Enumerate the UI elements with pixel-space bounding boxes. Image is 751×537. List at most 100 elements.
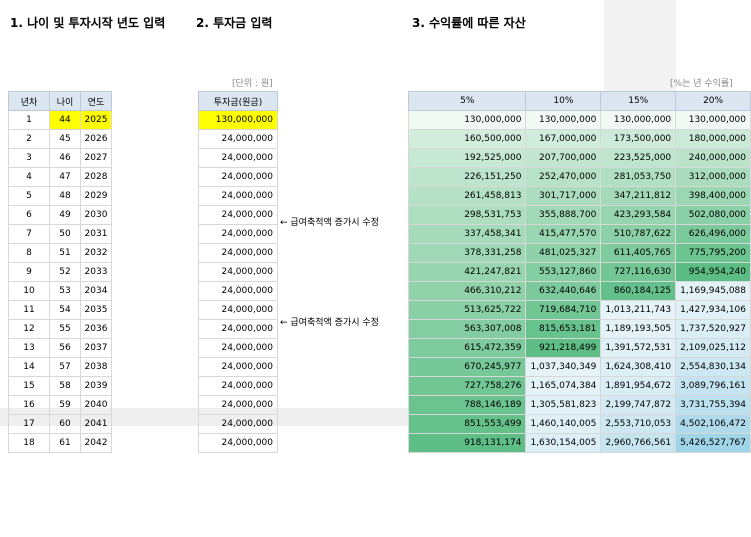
asset-value-cell[interactable]: 4,502,106,472 bbox=[675, 414, 751, 434]
year-cell[interactable]: 2032 bbox=[80, 243, 112, 263]
principal-cell[interactable]: 24,000,000 bbox=[198, 148, 278, 168]
asset-value-cell[interactable]: 240,000,000 bbox=[675, 148, 751, 168]
asset-value-cell[interactable]: 347,211,812 bbox=[600, 186, 677, 206]
asset-value-cell[interactable]: 2,199,747,872 bbox=[600, 395, 677, 415]
principal-cell[interactable]: 24,000,000 bbox=[198, 433, 278, 453]
year-cell[interactable]: 2039 bbox=[80, 376, 112, 396]
asset-value-cell[interactable]: 180,000,000 bbox=[675, 129, 751, 149]
year-cell[interactable]: 2033 bbox=[80, 262, 112, 282]
year-index-cell[interactable]: 16 bbox=[8, 395, 50, 415]
age-cell[interactable]: 45 bbox=[49, 129, 81, 149]
age-cell[interactable]: 55 bbox=[49, 319, 81, 339]
year-index-cell[interactable]: 9 bbox=[8, 262, 50, 282]
principal-cell[interactable]: 24,000,000 bbox=[198, 205, 278, 225]
year-index-cell[interactable]: 2 bbox=[8, 129, 50, 149]
asset-value-cell[interactable]: 815,653,181 bbox=[525, 319, 602, 339]
asset-value-cell[interactable]: 252,470,000 bbox=[525, 167, 602, 187]
age-cell[interactable]: 47 bbox=[49, 167, 81, 187]
year-index-cell[interactable]: 7 bbox=[8, 224, 50, 244]
asset-value-cell[interactable]: 5,426,527,767 bbox=[675, 433, 751, 453]
asset-value-cell[interactable]: 502,080,000 bbox=[675, 205, 751, 225]
year-cell[interactable]: 2034 bbox=[80, 281, 112, 301]
year-index-cell[interactable]: 18 bbox=[8, 433, 50, 453]
principal-cell[interactable]: 24,000,000 bbox=[198, 357, 278, 377]
age-cell[interactable]: 54 bbox=[49, 300, 81, 320]
asset-value-cell[interactable]: 130,000,000 bbox=[675, 110, 751, 130]
age-cell[interactable]: 51 bbox=[49, 243, 81, 263]
age-cell[interactable]: 48 bbox=[49, 186, 81, 206]
asset-value-cell[interactable]: 421,247,821 bbox=[407, 262, 527, 282]
age-cell[interactable]: 50 bbox=[49, 224, 81, 244]
asset-value-cell[interactable]: 130,000,000 bbox=[600, 110, 677, 130]
asset-value-cell[interactable]: 1,427,934,106 bbox=[675, 300, 751, 320]
year-cell[interactable]: 2025 bbox=[80, 110, 112, 130]
principal-cell[interactable]: 24,000,000 bbox=[198, 129, 278, 149]
age-cell[interactable]: 57 bbox=[49, 357, 81, 377]
asset-value-cell[interactable]: 626,496,000 bbox=[675, 224, 751, 244]
principal-cell[interactable]: 24,000,000 bbox=[198, 319, 278, 339]
asset-value-cell[interactable]: 3,731,755,394 bbox=[675, 395, 751, 415]
age-cell[interactable]: 52 bbox=[49, 262, 81, 282]
age-cell[interactable]: 59 bbox=[49, 395, 81, 415]
asset-value-cell[interactable]: 261,458,813 bbox=[407, 186, 527, 206]
asset-value-cell[interactable]: 301,717,000 bbox=[525, 186, 602, 206]
principal-cell[interactable]: 24,000,000 bbox=[198, 186, 278, 206]
principal-cell[interactable]: 24,000,000 bbox=[198, 281, 278, 301]
principal-cell[interactable]: 24,000,000 bbox=[198, 262, 278, 282]
asset-value-cell[interactable]: 466,310,212 bbox=[407, 281, 527, 301]
principal-cell[interactable]: 24,000,000 bbox=[198, 243, 278, 263]
year-index-cell[interactable]: 11 bbox=[8, 300, 50, 320]
asset-value-cell[interactable]: 192,525,000 bbox=[407, 148, 527, 168]
principal-cell[interactable]: 24,000,000 bbox=[198, 395, 278, 415]
year-cell[interactable]: 2031 bbox=[80, 224, 112, 244]
asset-value-cell[interactable]: 130,000,000 bbox=[525, 110, 602, 130]
age-cell[interactable]: 49 bbox=[49, 205, 81, 225]
asset-value-cell[interactable]: 378,331,258 bbox=[407, 243, 527, 263]
asset-value-cell[interactable]: 1,189,193,505 bbox=[600, 319, 677, 339]
asset-value-cell[interactable]: 1,305,581,823 bbox=[525, 395, 602, 415]
asset-value-cell[interactable]: 727,116,630 bbox=[600, 262, 677, 282]
asset-value-cell[interactable]: 130,000,000 bbox=[407, 110, 527, 130]
principal-cell[interactable]: 24,000,000 bbox=[198, 300, 278, 320]
asset-value-cell[interactable]: 563,307,008 bbox=[407, 319, 527, 339]
asset-value-cell[interactable]: 226,151,250 bbox=[407, 167, 527, 187]
year-cell[interactable]: 2028 bbox=[80, 167, 112, 187]
year-index-cell[interactable]: 14 bbox=[8, 357, 50, 377]
asset-value-cell[interactable]: 2,109,025,112 bbox=[675, 338, 751, 358]
asset-value-cell[interactable]: 615,472,359 bbox=[407, 338, 527, 358]
asset-value-cell[interactable]: 298,531,753 bbox=[407, 205, 527, 225]
asset-value-cell[interactable]: 510,787,622 bbox=[600, 224, 677, 244]
asset-value-cell[interactable]: 1,891,954,672 bbox=[600, 376, 677, 396]
asset-value-cell[interactable]: 719,684,710 bbox=[525, 300, 602, 320]
asset-value-cell[interactable]: 281,053,750 bbox=[600, 167, 677, 187]
year-cell[interactable]: 2040 bbox=[80, 395, 112, 415]
asset-value-cell[interactable]: 727,758,276 bbox=[407, 376, 527, 396]
asset-value-cell[interactable]: 3,089,796,161 bbox=[675, 376, 751, 396]
year-index-cell[interactable]: 4 bbox=[8, 167, 50, 187]
year-index-cell[interactable]: 12 bbox=[8, 319, 50, 339]
principal-cell[interactable]: 24,000,000 bbox=[198, 414, 278, 434]
year-index-cell[interactable]: 5 bbox=[8, 186, 50, 206]
age-cell[interactable]: 60 bbox=[49, 414, 81, 434]
asset-value-cell[interactable]: 1,630,154,005 bbox=[525, 433, 602, 453]
year-cell[interactable]: 2027 bbox=[80, 148, 112, 168]
age-cell[interactable]: 58 bbox=[49, 376, 81, 396]
principal-cell[interactable]: 24,000,000 bbox=[198, 376, 278, 396]
year-index-cell[interactable]: 8 bbox=[8, 243, 50, 263]
age-cell[interactable]: 61 bbox=[49, 433, 81, 453]
asset-value-cell[interactable]: 1,013,211,743 bbox=[600, 300, 677, 320]
asset-value-cell[interactable]: 160,500,000 bbox=[407, 129, 527, 149]
asset-value-cell[interactable]: 1,460,140,005 bbox=[525, 414, 602, 434]
asset-value-cell[interactable]: 337,458,341 bbox=[407, 224, 527, 244]
year-cell[interactable]: 2036 bbox=[80, 319, 112, 339]
asset-value-cell[interactable]: 918,131,174 bbox=[407, 433, 527, 453]
asset-value-cell[interactable]: 173,500,000 bbox=[600, 129, 677, 149]
asset-value-cell[interactable]: 398,400,000 bbox=[675, 186, 751, 206]
asset-value-cell[interactable]: 355,888,700 bbox=[525, 205, 602, 225]
year-cell[interactable]: 2030 bbox=[80, 205, 112, 225]
asset-value-cell[interactable]: 223,525,000 bbox=[600, 148, 677, 168]
year-index-cell[interactable]: 1 bbox=[8, 110, 50, 130]
asset-value-cell[interactable]: 775,795,200 bbox=[675, 243, 751, 263]
asset-value-cell[interactable]: 312,000,000 bbox=[675, 167, 751, 187]
principal-cell[interactable]: 24,000,000 bbox=[198, 338, 278, 358]
